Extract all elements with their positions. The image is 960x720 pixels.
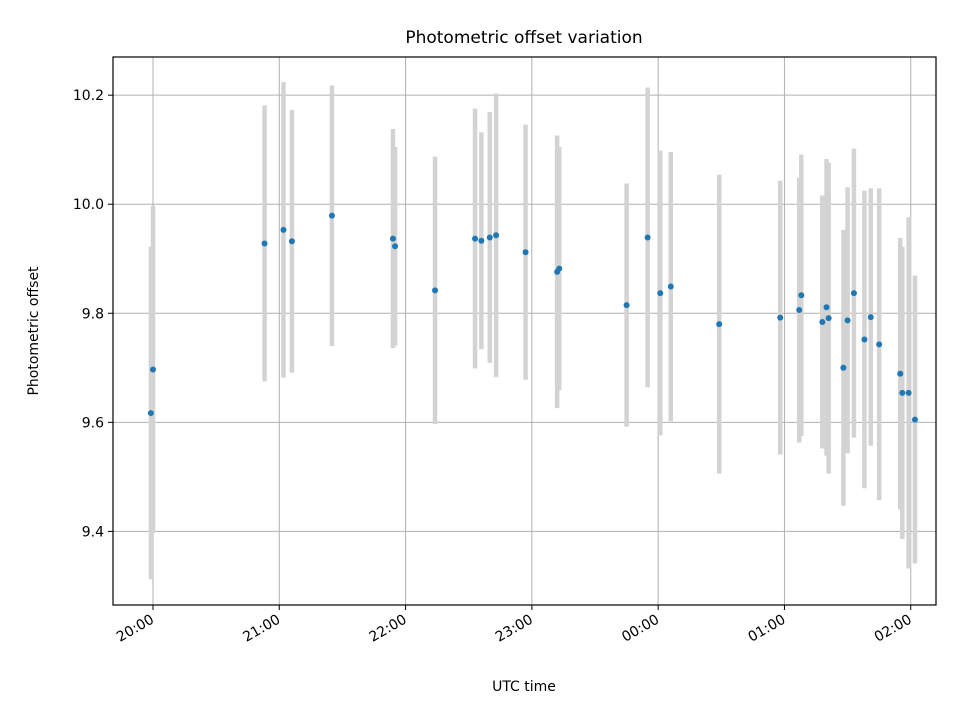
data-point xyxy=(825,315,832,322)
data-point xyxy=(798,292,805,299)
y-axis-label: Photometric offset xyxy=(26,266,42,396)
data-point xyxy=(867,314,874,321)
x-axis-label: UTC time xyxy=(492,679,556,695)
data-point xyxy=(876,341,883,348)
data-point xyxy=(493,232,500,239)
data-point xyxy=(850,290,857,297)
data-point xyxy=(905,389,912,396)
plot-frame xyxy=(112,56,937,606)
data-point xyxy=(716,321,723,328)
data-point xyxy=(261,240,268,247)
data-point xyxy=(149,366,156,373)
data-point xyxy=(486,234,493,241)
data-point xyxy=(667,283,674,290)
y-tick-label: 9.4 xyxy=(82,524,104,540)
y-tick-label: 9.6 xyxy=(82,415,104,431)
data-point xyxy=(392,243,399,250)
data-point xyxy=(478,237,485,244)
data-point xyxy=(899,389,906,396)
data-point xyxy=(389,235,396,242)
y-tick-label: 10.2 xyxy=(73,88,104,104)
data-point xyxy=(644,234,651,241)
y-tick-label: 10.0 xyxy=(73,197,104,213)
data-point xyxy=(280,226,287,233)
chart-title: Photometric offset variation xyxy=(405,28,642,48)
data-point xyxy=(556,265,563,272)
data-point xyxy=(432,287,439,294)
data-points xyxy=(147,212,918,423)
data-point xyxy=(819,319,826,326)
data-point xyxy=(844,317,851,324)
y-axis-ticks: 9.4 9.6 9.8 10.0 10.2 xyxy=(73,88,113,540)
data-point xyxy=(147,410,154,417)
data-point xyxy=(897,370,904,377)
data-point xyxy=(328,212,335,219)
data-point xyxy=(472,235,479,242)
data-point xyxy=(861,336,868,343)
data-point xyxy=(657,290,664,297)
data-point xyxy=(623,302,630,309)
data-point xyxy=(522,249,529,256)
data-point xyxy=(796,307,803,314)
y-tick-label: 9.8 xyxy=(82,306,104,322)
data-point xyxy=(777,314,784,321)
data-point xyxy=(911,416,918,423)
data-point xyxy=(288,238,295,245)
data-point xyxy=(823,304,830,311)
data-point xyxy=(840,364,847,371)
